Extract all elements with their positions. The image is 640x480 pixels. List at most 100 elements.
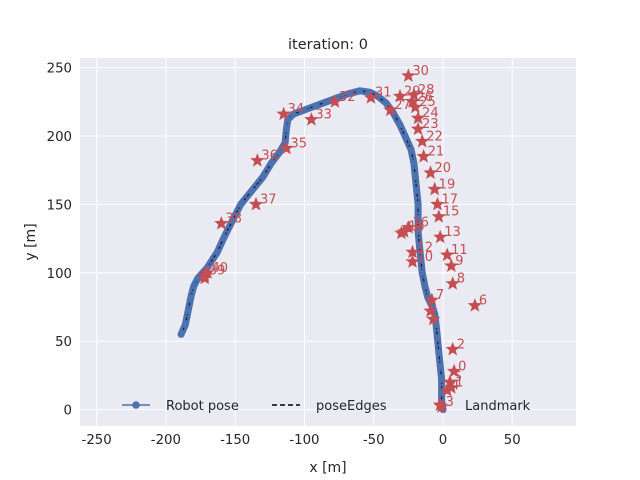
robot-pose-point [436, 362, 444, 370]
x-tick-label: -200 [151, 433, 181, 448]
landmark-star [214, 216, 229, 230]
y-tick-label: 200 [47, 130, 72, 145]
landmark-label: 24 [422, 106, 439, 121]
plot-background [80, 58, 576, 426]
landmark-label: 11 [451, 243, 468, 258]
landmark-label: 38 [225, 212, 242, 227]
landmark-label: 32 [339, 90, 356, 105]
landmark-star [444, 380, 459, 394]
landmark-label: 0 [458, 359, 466, 374]
robot-pose-point [220, 233, 228, 241]
robot-pose-point [407, 146, 415, 153]
robot-pose-point [356, 87, 364, 95]
landmark-star [304, 112, 319, 126]
landmark-label: 3 [446, 395, 454, 410]
landmark-label: 7 [436, 288, 444, 303]
robot-pose-point [402, 134, 409, 141]
landmark-star [276, 106, 291, 121]
landmark-star [416, 149, 431, 163]
robot-pose-point [283, 125, 290, 133]
landmark-label: 21 [428, 144, 445, 159]
landmark-star [197, 270, 212, 285]
robot-pose-point [435, 348, 443, 356]
landmark-label: 18 [405, 221, 422, 236]
landmark-label: 30 [412, 64, 429, 79]
landmark-star [440, 247, 455, 262]
landmark-star [410, 110, 426, 125]
landmark-label: 35 [290, 136, 307, 151]
robot-pose-point [267, 160, 275, 167]
landmark-star [405, 244, 420, 259]
robot-pose-point [187, 294, 195, 301]
legend-edges-label: poseEdges [316, 399, 387, 414]
robot-pose-point [374, 93, 382, 100]
robot-pose-point [414, 228, 422, 236]
y-tick-label: 50 [55, 335, 72, 350]
landmark-star [401, 68, 416, 82]
landmark-star [423, 303, 438, 318]
landmark-star [410, 121, 426, 136]
landmark-label: 33 [315, 108, 332, 123]
y-tick-label: 250 [47, 62, 72, 77]
y-axis-label: y [m] [23, 223, 39, 260]
robot-pose-point [438, 376, 445, 383]
x-tick-label: -50 [363, 433, 385, 448]
x-axis-label: x [m] [309, 460, 346, 476]
y-tick-label: 100 [47, 267, 72, 282]
robot-pose-point [301, 106, 308, 114]
legend-robot-label: Robot pose [166, 399, 239, 414]
landmark-label: 34 [288, 102, 305, 117]
landmark-label: 9 [455, 254, 463, 269]
x-tick-label: -250 [82, 433, 112, 448]
robot-pose-point [237, 201, 245, 208]
landmark-label: 1 [455, 376, 463, 391]
robot-pose-point [177, 331, 185, 338]
landmark-star [445, 341, 460, 356]
y-tick-label: 150 [47, 198, 72, 213]
landmark-label: 37 [260, 192, 277, 207]
landmark-label: 14 [408, 220, 425, 235]
landmark-label: 26 [417, 90, 434, 105]
robot-pose-point [181, 321, 189, 329]
landmark-star [440, 382, 455, 397]
landmark-label: 27 [394, 98, 411, 113]
landmark-label: 13 [444, 225, 461, 240]
legend-landmark-marker [432, 397, 448, 412]
landmark-label: 39 [209, 264, 226, 279]
robot-pose-point [213, 248, 221, 256]
landmark-star [442, 374, 458, 389]
robot-pose-point [421, 283, 429, 290]
robot-pose-point [414, 214, 422, 222]
landmark-star [200, 265, 215, 279]
robot-pose-point [312, 102, 319, 110]
robot-pose-point [259, 173, 267, 181]
landmark-star [394, 225, 409, 240]
landmark-star [430, 196, 445, 211]
robot-pose-point [323, 98, 330, 106]
robot-pose-point [414, 201, 422, 208]
landmark-label: 20 [435, 161, 452, 176]
robot-pose-point [410, 160, 418, 167]
robot-pose-point [184, 307, 192, 315]
robot-pose-point [190, 283, 197, 290]
robot-pose-point [411, 173, 419, 181]
robot-pose-point [434, 335, 441, 342]
landmark-label: 23 [422, 117, 439, 132]
landmark-label: 22 [426, 129, 443, 144]
robot-pose-point [345, 90, 353, 97]
robot-pose-point [418, 269, 426, 277]
robot-pose-point [229, 217, 236, 225]
robot-pose-point [416, 242, 423, 249]
x-tick-label: 0 [439, 433, 447, 448]
robot-pose-point [290, 110, 297, 118]
grid [80, 58, 576, 426]
landmark-star [279, 140, 294, 155]
landmark-star [431, 209, 446, 223]
landmark-star [424, 292, 439, 307]
legend-landmark-label: Landmark [465, 399, 531, 414]
landmark-label: 40 [211, 261, 228, 276]
robot-pose-point [276, 149, 283, 156]
y-tick-label: 0 [64, 404, 72, 419]
landmark-star [405, 94, 420, 108]
landmark-label: 8 [457, 272, 465, 287]
